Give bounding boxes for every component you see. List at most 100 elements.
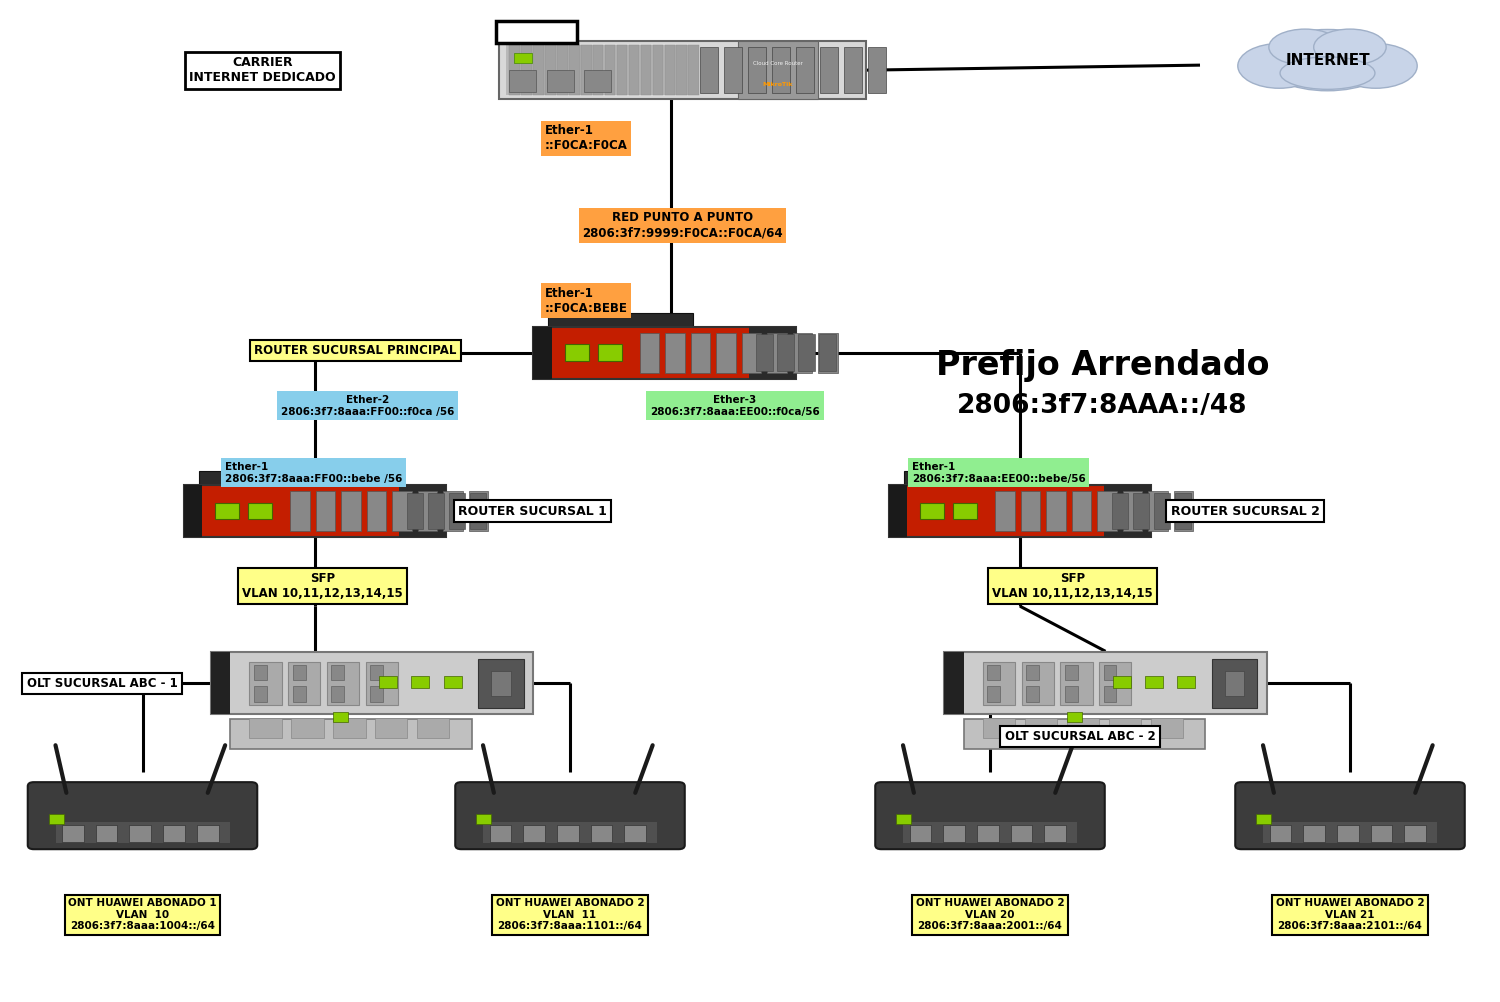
Bar (987, 686, 1000, 702)
Text: Ether-1
::F0CA:F0CA: Ether-1 ::F0CA:F0CA (544, 124, 627, 152)
Bar (254, 664, 267, 680)
FancyBboxPatch shape (456, 783, 684, 850)
Bar (210, 652, 230, 714)
Text: RED PUNTO A PUNTO
2806:3f7:9999:F0CA::F0CA/64: RED PUNTO A PUNTO 2806:3f7:9999:F0CA::F0… (582, 211, 783, 239)
Bar (741, 333, 760, 373)
Bar (748, 47, 766, 93)
Bar (597, 345, 621, 361)
Bar (534, 327, 795, 379)
Bar (897, 815, 912, 825)
Bar (483, 823, 657, 844)
Text: Prefijo Arrendado: Prefijo Arrendado (936, 350, 1269, 382)
Bar (1336, 826, 1359, 843)
Bar (982, 661, 1016, 705)
Bar (183, 485, 447, 537)
Bar (903, 471, 1048, 487)
Bar (676, 45, 687, 95)
Bar (1144, 676, 1162, 688)
Bar (798, 335, 814, 371)
Text: ONT HUAWEI ABONADO 2
VLAN 20
2806:3f7:8aaa:2001::/64: ONT HUAWEI ABONADO 2 VLAN 20 2806:3f7:8a… (915, 898, 1065, 932)
Bar (1404, 826, 1426, 843)
Bar (291, 718, 324, 738)
Bar (478, 658, 524, 708)
Text: ROUTER SUCURSAL PRINCIPAL: ROUTER SUCURSAL PRINCIPAL (255, 345, 456, 357)
Bar (591, 826, 612, 843)
Bar (1022, 661, 1054, 705)
Bar (652, 45, 663, 95)
Bar (1047, 491, 1066, 531)
Bar (1044, 826, 1066, 843)
Bar (868, 47, 886, 93)
Bar (1304, 826, 1324, 843)
Bar (444, 676, 462, 688)
Text: CARRIER
INTERNET DEDICADO: CARRIER INTERNET DEDICADO (189, 56, 336, 84)
Bar (417, 718, 450, 738)
Bar (700, 47, 718, 93)
Bar (411, 676, 429, 688)
Text: INTERNET: INTERNET (1286, 53, 1370, 67)
Bar (1026, 686, 1039, 702)
Bar (592, 45, 603, 95)
Bar (340, 491, 360, 531)
Bar (417, 491, 438, 531)
Bar (1026, 664, 1039, 680)
Bar (1257, 815, 1272, 825)
Bar (963, 718, 1206, 748)
Bar (332, 664, 344, 680)
Bar (664, 45, 675, 95)
Bar (210, 652, 534, 714)
Bar (556, 45, 567, 95)
Bar (777, 335, 794, 371)
Bar (370, 686, 382, 702)
Bar (976, 826, 999, 843)
Bar (198, 471, 344, 487)
Bar (1066, 711, 1082, 721)
Ellipse shape (1314, 29, 1386, 65)
Bar (1100, 661, 1131, 705)
Bar (50, 815, 64, 825)
Text: OLT SUCURSAL ABC - 2: OLT SUCURSAL ABC - 2 (1005, 730, 1155, 742)
Ellipse shape (1280, 57, 1376, 89)
Bar (819, 333, 837, 373)
Bar (444, 491, 462, 531)
Bar (556, 826, 579, 843)
Bar (513, 53, 531, 63)
Bar (524, 826, 544, 843)
Ellipse shape (1269, 29, 1341, 65)
Text: OLT SUCURSAL ABC - 1: OLT SUCURSAL ABC - 1 (27, 677, 177, 689)
Bar (690, 333, 711, 373)
Bar (375, 718, 408, 738)
Bar (568, 45, 579, 95)
Text: Ether-1
2806:3f7:8aaa:EE00::bebe/56: Ether-1 2806:3f7:8aaa:EE00::bebe/56 (912, 462, 1086, 484)
Bar (1226, 671, 1244, 695)
Text: MikroTik: MikroTik (764, 82, 794, 87)
Bar (738, 41, 819, 99)
Bar (495, 21, 576, 43)
Bar (427, 493, 444, 529)
Bar (510, 70, 537, 92)
Bar (492, 671, 510, 695)
Bar (996, 491, 1016, 531)
Bar (987, 664, 1000, 680)
Text: Ether-3
2806:3f7:8aaa:EE00::f0ca/56: Ether-3 2806:3f7:8aaa:EE00::f0ca/56 (650, 395, 820, 417)
Text: ONT HUAWEI ABONADO 2
VLAN  11
2806:3f7:8aaa:1101::/64: ONT HUAWEI ABONADO 2 VLAN 11 2806:3f7:8a… (495, 898, 645, 932)
Text: Cloud Core Router: Cloud Core Router (753, 61, 802, 66)
Bar (772, 47, 790, 93)
Bar (164, 826, 184, 843)
Bar (196, 826, 219, 843)
Bar (640, 45, 651, 95)
Bar (448, 493, 465, 529)
Bar (580, 45, 591, 95)
Bar (1150, 718, 1184, 738)
Bar (292, 664, 306, 680)
Bar (249, 503, 273, 519)
Bar (1060, 661, 1092, 705)
Bar (96, 826, 117, 843)
Bar (510, 45, 520, 95)
Bar (56, 823, 230, 844)
Bar (604, 45, 615, 95)
Text: 2806:3f7:8AAA::/48: 2806:3f7:8AAA::/48 (957, 393, 1248, 419)
Bar (628, 45, 639, 95)
Bar (1066, 718, 1100, 738)
Bar (1174, 491, 1194, 531)
